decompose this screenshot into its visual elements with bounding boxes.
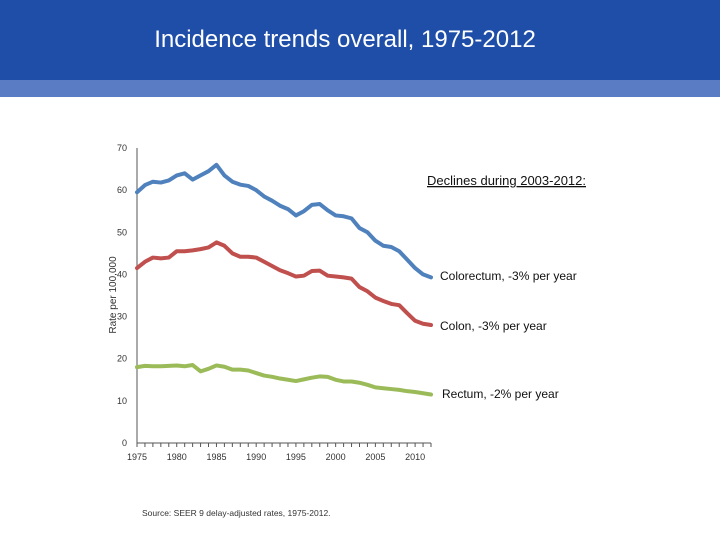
y-tick-label: 70	[117, 143, 127, 153]
colorectum-label: Colorectum, -3% per year	[440, 269, 577, 283]
y-tick-label: 40	[117, 269, 127, 279]
y-tick-group: 0 10 20 30 40 50 60 70	[117, 143, 127, 448]
y-tick-label: 30	[117, 312, 127, 322]
series-group	[135, 162, 433, 397]
x-tick-label: 2005	[365, 452, 385, 462]
x-tick-label: 1975	[127, 452, 147, 462]
y-axis-label: Rate per 100,000	[108, 256, 119, 334]
y-tick-label: 0	[122, 438, 127, 448]
y-tick-label: 60	[117, 185, 127, 195]
x-tick-label: 1985	[206, 452, 226, 462]
slide-title: Incidence trends overall, 1975-2012	[154, 26, 536, 53]
y-tick-label: 10	[117, 396, 127, 406]
x-tick-label: 1995	[286, 452, 306, 462]
source-note: Source: SEER 9 delay-adjusted rates, 197…	[142, 508, 331, 518]
rectum-label: Rectum, -2% per year	[442, 387, 559, 401]
y-tick-label: 20	[117, 354, 127, 364]
x-tick-label: 2010	[405, 452, 425, 462]
title-banner	[0, 0, 720, 80]
banner-stripe	[0, 80, 720, 97]
declines-heading: Declines during 2003-2012:	[427, 173, 586, 188]
colon-line	[135, 240, 433, 327]
x-tick-label: 1980	[167, 452, 187, 462]
x-tick-group: 1975 1980 1985 1990 1995 2000 2005 2010	[127, 443, 432, 462]
x-tick-label: 2000	[326, 452, 346, 462]
rectum-line	[135, 363, 433, 397]
x-tick-label: 1990	[246, 452, 266, 462]
colon-label: Colon, -3% per year	[440, 319, 547, 333]
y-tick-label: 50	[117, 227, 127, 237]
colorectum-line	[135, 162, 433, 280]
